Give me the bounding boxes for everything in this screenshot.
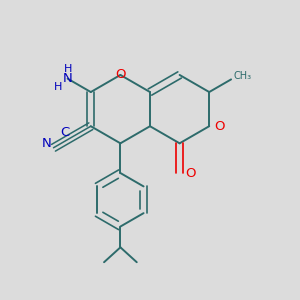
Text: H: H bbox=[54, 82, 62, 92]
Text: O: O bbox=[185, 167, 195, 179]
Text: N: N bbox=[42, 137, 52, 150]
Text: O: O bbox=[115, 68, 126, 81]
Text: N: N bbox=[63, 72, 73, 85]
Text: O: O bbox=[214, 120, 225, 133]
Text: H: H bbox=[63, 64, 72, 74]
Text: C: C bbox=[60, 126, 70, 140]
Text: CH₃: CH₃ bbox=[233, 71, 252, 81]
